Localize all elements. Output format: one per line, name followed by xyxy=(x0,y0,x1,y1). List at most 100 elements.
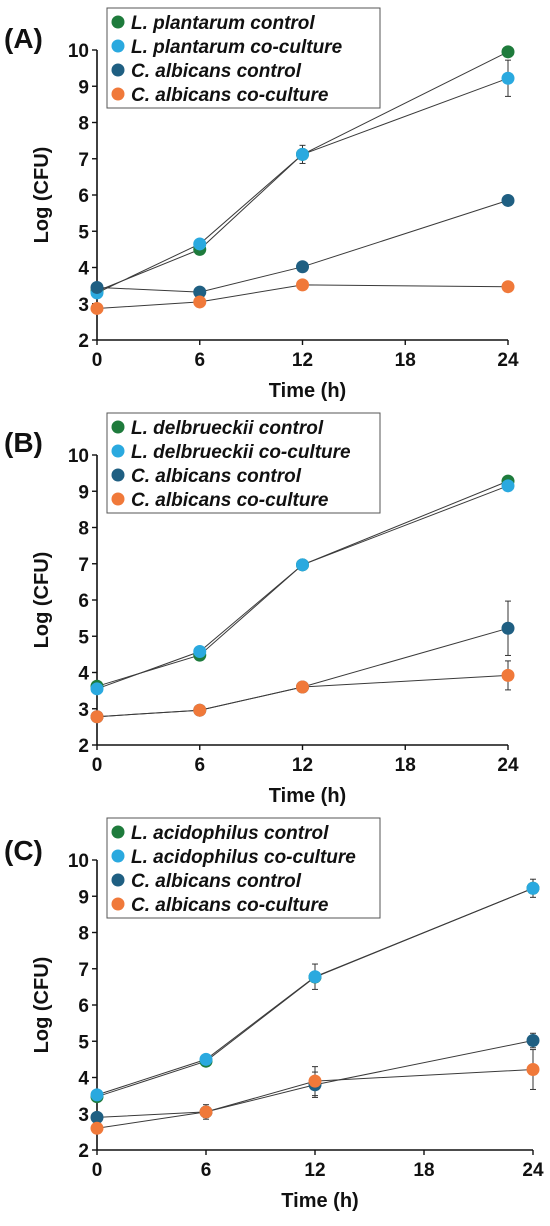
x-tick-label: 24 xyxy=(497,350,519,371)
legend-marker xyxy=(111,39,125,53)
panel-label: (A) xyxy=(4,23,43,54)
legend-label: C. albicans control xyxy=(131,466,302,487)
series-line-2 xyxy=(96,887,534,1096)
data-point-series-2 xyxy=(193,644,207,658)
chart-panel-1: (A) 2 3 4 5 6 7 8 9 10 0 6 12 18 24 Time (h) Log (CFU) L.… xyxy=(4,7,519,402)
y-tick-label: 9 xyxy=(78,887,89,908)
data-point-series-2 xyxy=(199,1052,213,1066)
data-point-series-2 xyxy=(90,682,104,696)
data-point-series-3 xyxy=(501,621,515,635)
series-line-1 xyxy=(96,51,509,292)
series-line-4 xyxy=(96,1069,534,1129)
x-tick-label: 12 xyxy=(292,755,313,776)
y-tick-label: 10 xyxy=(68,41,89,62)
x-tick-label: 6 xyxy=(201,1160,212,1181)
legend-box xyxy=(106,817,381,919)
data-point-series-3 xyxy=(90,1110,104,1124)
legend-label: L. acidophilus co-culture xyxy=(131,847,356,868)
data-point-series-2 xyxy=(501,71,515,85)
data-point-series-3 xyxy=(90,280,104,294)
legend-label: L. plantarum control xyxy=(131,13,315,34)
data-point-series-2 xyxy=(501,479,515,493)
y-tick-label: 8 xyxy=(78,924,89,945)
y-tick-label: 2 xyxy=(78,331,89,352)
data-point-series-2 xyxy=(193,237,207,251)
y-tick-label: 7 xyxy=(78,150,89,171)
x-tick-label: 18 xyxy=(413,1160,434,1181)
legend-marker xyxy=(111,849,125,863)
x-tick-label: 6 xyxy=(194,755,205,776)
y-tick-label: 5 xyxy=(78,627,89,648)
legend-marker xyxy=(111,873,125,887)
data-point-series-2 xyxy=(308,970,322,984)
series-line-2 xyxy=(96,77,509,294)
legend-marker xyxy=(111,15,125,29)
x-tick-label: 12 xyxy=(292,350,313,371)
x-tick-label: 0 xyxy=(92,350,103,371)
x-axis-title: Time (h) xyxy=(269,785,346,807)
data-point-series-2 xyxy=(296,147,309,161)
y-tick-label: 10 xyxy=(68,446,89,467)
x-tick-label: 24 xyxy=(522,1160,544,1181)
y-tick-label: 4 xyxy=(78,664,89,685)
series-line-1 xyxy=(96,887,534,1098)
legend-label: L. delbrueckii control xyxy=(131,418,324,439)
legend-marker xyxy=(111,420,125,434)
y-tick-label: 6 xyxy=(78,186,89,207)
y-tick-label: 4 xyxy=(78,259,89,280)
data-point-series-3 xyxy=(193,285,207,299)
data-point-series-3 xyxy=(501,193,515,207)
series-line-2 xyxy=(96,485,509,690)
y-tick-label: 2 xyxy=(78,1141,89,1162)
series-line-4 xyxy=(96,284,509,309)
x-tick-label: 24 xyxy=(497,755,519,776)
legend-label: C. albicans control xyxy=(131,871,302,892)
series-line-4 xyxy=(96,674,509,718)
legend-marker xyxy=(111,63,125,77)
x-tick-label: 18 xyxy=(395,755,416,776)
y-axis-title: Log (CFU) xyxy=(31,552,53,649)
y-tick-label: 3 xyxy=(78,700,89,721)
data-point-series-4 xyxy=(296,680,309,694)
y-tick-label: 5 xyxy=(78,222,89,243)
y-tick-label: 4 xyxy=(78,1069,89,1090)
legend-label: C. albicans co-culture xyxy=(131,85,329,106)
y-tick-label: 6 xyxy=(78,591,89,612)
legend-label: L. acidophilus control xyxy=(131,823,329,844)
chart-panel-3: (C) 2 3 4 5 6 7 8 9 10 0 6 12 18 24 Time (h) Log (CFU) L.… xyxy=(4,817,544,1212)
data-point-series-4 xyxy=(501,668,515,682)
legend-marker xyxy=(111,492,125,506)
legend-label: C. albicans co-culture xyxy=(131,490,329,511)
y-tick-label: 3 xyxy=(78,1105,89,1126)
x-tick-label: 12 xyxy=(304,1160,325,1181)
data-point-series-3 xyxy=(526,1034,540,1048)
x-axis-title: Time (h) xyxy=(281,1190,358,1212)
legend-label: C. albicans control xyxy=(131,61,302,82)
y-tick-label: 5 xyxy=(78,1032,89,1053)
series-line-3 xyxy=(96,627,509,718)
y-tick-label: 9 xyxy=(78,77,89,98)
y-tick-label: 9 xyxy=(78,482,89,503)
panel-label: (B) xyxy=(4,427,43,458)
legend-label: C. albicans co-culture xyxy=(131,895,329,916)
legend-marker xyxy=(111,468,125,482)
y-tick-label: 8 xyxy=(78,114,89,135)
data-point-series-2 xyxy=(526,881,540,895)
legend-box xyxy=(106,412,381,514)
x-axis-title: Time (h) xyxy=(269,380,346,402)
x-tick-label: 0 xyxy=(92,1160,103,1181)
data-point-series-3 xyxy=(296,260,309,274)
legend-marker xyxy=(111,444,125,458)
data-point-series-4 xyxy=(193,295,207,309)
y-axis-title: Log (CFU) xyxy=(31,957,53,1054)
y-tick-label: 6 xyxy=(78,996,89,1017)
data-point-series-4 xyxy=(193,703,207,717)
series-line-1 xyxy=(96,480,509,687)
legend-box xyxy=(106,7,381,109)
data-point-series-4 xyxy=(308,1074,322,1088)
chart-panel-2: (B) 2 3 4 5 6 7 8 9 10 0 6 12 18 24 Time (h) Log (CFU) L.… xyxy=(4,412,519,807)
legend-label: L. plantarum co-culture xyxy=(131,37,343,58)
legend-marker xyxy=(111,897,125,911)
y-tick-label: 7 xyxy=(78,555,89,576)
